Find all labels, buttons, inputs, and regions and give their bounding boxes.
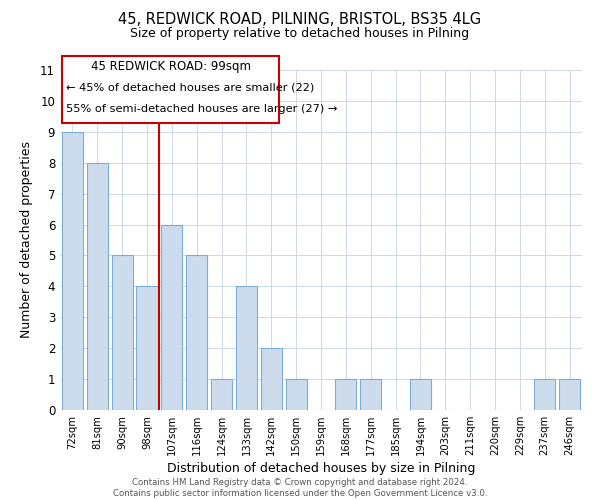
Bar — [534, 379, 555, 410]
Bar — [186, 256, 207, 410]
Bar — [410, 379, 431, 410]
Bar — [211, 379, 232, 410]
Y-axis label: Number of detached properties: Number of detached properties — [20, 142, 33, 338]
Bar — [261, 348, 282, 410]
Bar — [62, 132, 83, 410]
FancyBboxPatch shape — [62, 56, 279, 122]
Text: ← 45% of detached houses are smaller (22): ← 45% of detached houses are smaller (22… — [66, 82, 314, 92]
Bar — [286, 379, 307, 410]
Text: 45, REDWICK ROAD, PILNING, BRISTOL, BS35 4LG: 45, REDWICK ROAD, PILNING, BRISTOL, BS35… — [118, 12, 482, 28]
Bar — [236, 286, 257, 410]
Text: 45 REDWICK ROAD: 99sqm: 45 REDWICK ROAD: 99sqm — [91, 60, 251, 73]
Bar — [112, 256, 133, 410]
Bar — [87, 162, 108, 410]
Bar — [335, 379, 356, 410]
Text: 55% of semi-detached houses are larger (27) →: 55% of semi-detached houses are larger (… — [66, 104, 338, 114]
Bar — [360, 379, 381, 410]
Text: Contains HM Land Registry data © Crown copyright and database right 2024.
Contai: Contains HM Land Registry data © Crown c… — [113, 478, 487, 498]
Bar — [559, 379, 580, 410]
Text: Size of property relative to detached houses in Pilning: Size of property relative to detached ho… — [130, 28, 470, 40]
Bar — [161, 224, 182, 410]
X-axis label: Distribution of detached houses by size in Pilning: Distribution of detached houses by size … — [167, 462, 475, 475]
Bar — [136, 286, 158, 410]
